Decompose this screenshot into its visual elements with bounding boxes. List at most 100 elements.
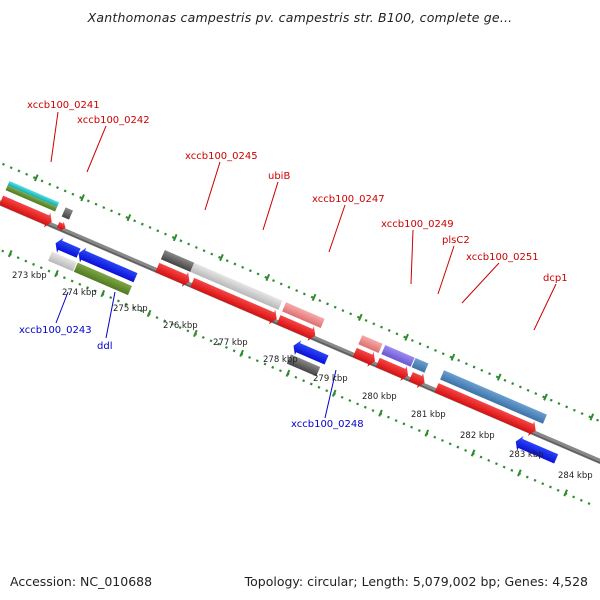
- cds-arrow[interactable]: [375, 355, 412, 383]
- cds-arrow-reverse[interactable]: [513, 434, 560, 466]
- tick-dot: [179, 239, 183, 243]
- cds-arrow-reverse[interactable]: [75, 246, 138, 285]
- tick-dot: [117, 212, 121, 216]
- tick-dot: [78, 282, 82, 286]
- gene-label-xccb100-0243[interactable]: xccb100_0243: [19, 325, 92, 336]
- tick-dot: [387, 329, 391, 332]
- tick-major: [172, 234, 178, 242]
- tick-dot: [279, 282, 283, 286]
- tick-dot: [556, 488, 560, 492]
- tick-dot: [557, 402, 561, 405]
- gene-bar[interactable]: [286, 354, 321, 377]
- tick-dot: [549, 398, 553, 402]
- gene-bar[interactable]: [411, 358, 429, 373]
- tick-dot: [587, 502, 591, 506]
- tick-dot: [164, 232, 167, 236]
- reverse-gene-row: [48, 251, 321, 377]
- tick-dot: [518, 385, 522, 389]
- tick-major: [146, 309, 152, 318]
- tick-dot: [156, 229, 160, 233]
- callout-lines: [50, 111, 557, 419]
- gene-bar[interactable]: [48, 251, 77, 272]
- cds-arrow[interactable]: [352, 345, 379, 368]
- tick-dot: [248, 355, 252, 359]
- tick-dot: [488, 372, 491, 376]
- tick-dot: [534, 392, 538, 396]
- tick-dot: [140, 309, 144, 313]
- gene-bar[interactable]: [61, 207, 73, 220]
- map-title: Xanthomonas campestris pv. campestris st…: [87, 10, 513, 25]
- tick-dot: [325, 389, 329, 393]
- cds-arrow[interactable]: [275, 312, 318, 343]
- gene-bar[interactable]: [160, 250, 195, 272]
- tick-dot: [348, 399, 352, 403]
- gene-bar[interactable]: [381, 344, 415, 367]
- gene-label-xccb100-0249[interactable]: xccb100_0249: [381, 219, 454, 230]
- cds-arrow[interactable]: [408, 369, 428, 390]
- tick-dot: [417, 429, 421, 432]
- tick-dot: [56, 186, 59, 190]
- tick-dot: [565, 405, 569, 409]
- gene-label-xccb100-0245[interactable]: xccb100_0245: [185, 151, 258, 162]
- tick-dot: [487, 458, 491, 462]
- gene-label-ddl[interactable]: ddl: [97, 341, 112, 352]
- scale-label: 276 kbp: [163, 321, 198, 331]
- gene-bar[interactable]: [190, 262, 283, 310]
- tick-dot: [86, 286, 90, 290]
- gene-label-xccb100-0241[interactable]: xccb100_0241: [27, 100, 100, 111]
- scale-label: 275 kbp: [113, 304, 148, 314]
- cds-arrow[interactable]: [433, 380, 539, 437]
- scale-label: 274 kbp: [62, 288, 97, 298]
- scale-label: 282 kbp: [460, 431, 495, 441]
- tick-dot: [272, 279, 275, 283]
- cds-arrow[interactable]: [56, 220, 67, 232]
- gene-bar[interactable]: [73, 262, 132, 296]
- cds-arrow-reverse[interactable]: [52, 236, 81, 261]
- cds-arrow[interactable]: [154, 260, 192, 289]
- tick-dot: [363, 405, 367, 409]
- gene-label-dcp1[interactable]: dcp1: [543, 273, 568, 284]
- tick-dot: [233, 262, 237, 266]
- gene-bar[interactable]: [5, 185, 58, 212]
- gene-bar[interactable]: [440, 370, 547, 424]
- tick-dot: [511, 382, 515, 386]
- tick-dot: [294, 375, 298, 379]
- tick-major: [219, 253, 224, 262]
- gene-label-xccb100-0247[interactable]: xccb100_0247: [312, 194, 385, 205]
- tick-dot: [503, 378, 507, 382]
- gene-label-xccb100-0251[interactable]: xccb100_0251: [466, 252, 539, 263]
- tick-dot: [86, 199, 90, 203]
- tick-dot: [47, 269, 51, 273]
- tick-dot: [364, 319, 368, 322]
- gene-label-ubib[interactable]: ubiB: [268, 171, 290, 182]
- gene-label-plsc2[interactable]: plsC2: [442, 235, 470, 246]
- cds-arrow[interactable]: [0, 193, 55, 229]
- tick-dot: [194, 245, 198, 249]
- tick-dot: [426, 345, 430, 349]
- tick-dot: [278, 369, 282, 373]
- tick-major: [80, 194, 85, 202]
- gene-label-xccb100-0242[interactable]: xccb100_0242: [77, 115, 150, 126]
- tick-dot: [326, 302, 329, 306]
- tick-major: [100, 289, 106, 298]
- tick-dot: [434, 348, 437, 352]
- tick-dot: [441, 352, 445, 356]
- tick-dot: [309, 382, 313, 386]
- cds-arrow[interactable]: [189, 275, 280, 326]
- forward-cds-row: [0, 193, 539, 437]
- tick-dot: [241, 265, 245, 269]
- gene-label-xccb100-0248[interactable]: xccb100_0248: [291, 419, 364, 430]
- gene-bar[interactable]: [7, 180, 60, 207]
- tick-dot: [210, 252, 214, 256]
- tick-dot: [448, 442, 452, 446]
- gene-bar[interactable]: [358, 335, 383, 353]
- tick-dot: [341, 309, 345, 312]
- tick-major: [496, 373, 502, 381]
- tick-major: [7, 250, 13, 258]
- tick-dot: [371, 409, 375, 413]
- cds-arrow-reverse[interactable]: [290, 338, 329, 367]
- gene-bar[interactable]: [282, 302, 325, 329]
- tick-dot: [479, 455, 483, 459]
- tick-dot: [109, 296, 113, 300]
